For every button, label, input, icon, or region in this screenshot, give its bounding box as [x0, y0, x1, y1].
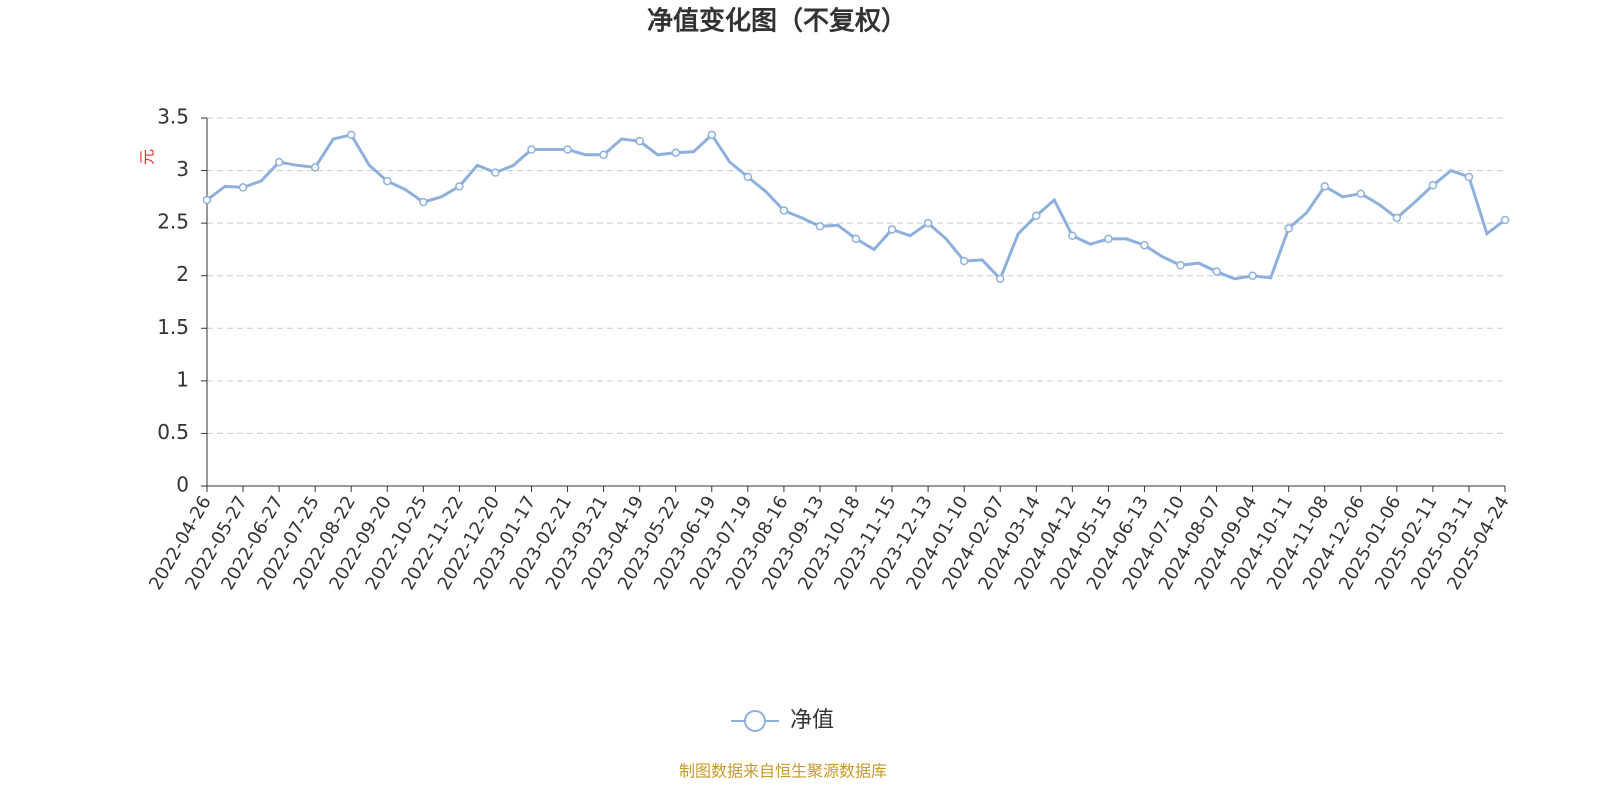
data-point: [779, 206, 789, 215]
y-tick-label: 3.5: [157, 105, 189, 129]
data-point: [1428, 181, 1438, 190]
y-axis-label: 元: [138, 149, 157, 165]
data-point: [1104, 234, 1113, 244]
data-point: [1284, 224, 1293, 233]
data-point: [959, 256, 969, 266]
data-point: [1356, 189, 1366, 198]
data-point: [238, 183, 248, 192]
y-tick-label: 2: [176, 262, 189, 286]
data-point: [1140, 240, 1149, 250]
chart-title: 净值变化图（不复权）: [647, 6, 907, 37]
data-point: [1068, 231, 1077, 241]
data-point: [851, 234, 861, 244]
data-point: [815, 222, 825, 231]
data-point: [887, 225, 897, 234]
y-tick-label: 0: [176, 473, 189, 497]
data-point: [310, 163, 320, 172]
y-tick-label: 1.5: [157, 315, 189, 339]
legend-label: 净值: [790, 708, 834, 733]
data-point: [1392, 213, 1402, 223]
data-point: [635, 136, 644, 146]
data-line: [206, 132, 1506, 282]
data-point: [671, 148, 680, 157]
data-point: [995, 274, 1005, 284]
data-point: [1320, 182, 1329, 191]
data-point: [491, 168, 500, 177]
data-point: [1212, 267, 1221, 276]
data-point: [923, 218, 933, 228]
y-tick-label: 1: [176, 367, 189, 391]
data-point: [419, 197, 428, 207]
legend-marker: [744, 710, 766, 732]
data-point: [1032, 211, 1041, 221]
source-note: 制图数据来自恒生聚源数据库: [679, 762, 887, 781]
y-tick-label: 0.5: [157, 420, 189, 444]
data-point: [346, 130, 356, 140]
data-point: [563, 145, 572, 154]
y-tick-label: 2.5: [157, 210, 189, 234]
data-point: [202, 195, 212, 205]
data-point: [743, 172, 753, 182]
data-point: [1248, 271, 1257, 280]
data-point: [383, 176, 392, 186]
data-point: [707, 130, 717, 140]
data-point: [455, 182, 464, 191]
data-point: [1464, 172, 1474, 182]
data-point: [599, 150, 608, 160]
y-tick-label: 3: [176, 157, 189, 181]
data-point: [274, 157, 284, 167]
data-point: [1176, 260, 1185, 270]
data-point: [527, 145, 536, 154]
data-point: [1500, 215, 1510, 225]
